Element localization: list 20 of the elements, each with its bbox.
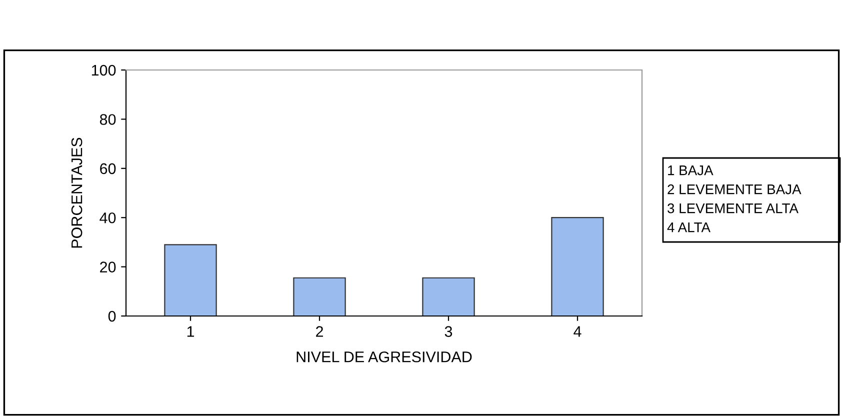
y-tick-label: 60: [100, 163, 116, 174]
x-tick-label: 2: [316, 326, 323, 337]
bar: [422, 277, 475, 316]
bar: [551, 217, 604, 316]
bar: [164, 244, 217, 316]
text: 4 ALTA: [667, 222, 710, 232]
text: 2 LEVEMENTE BAJA: [668, 184, 802, 194]
y-tick-label: 80: [100, 114, 116, 125]
bar: [293, 277, 346, 316]
text: 1 BAJA: [668, 166, 714, 176]
x-tick-label: 3: [444, 326, 452, 337]
x-tick-label: 1: [187, 326, 194, 337]
x-axis-title: NIVEL DE AGRESIVIDAD: [296, 351, 472, 362]
y-tick-label: 100: [92, 64, 116, 76]
x-tick-label: 4: [574, 326, 582, 337]
y-tick-label: 0: [108, 310, 116, 322]
y-tick-label: 20: [100, 262, 116, 272]
y-axis-title: PORCENTAJES: [71, 138, 82, 248]
y-tick-label: 40: [100, 212, 116, 224]
text: 3 LEVEMENTE ALTA: [668, 203, 798, 214]
